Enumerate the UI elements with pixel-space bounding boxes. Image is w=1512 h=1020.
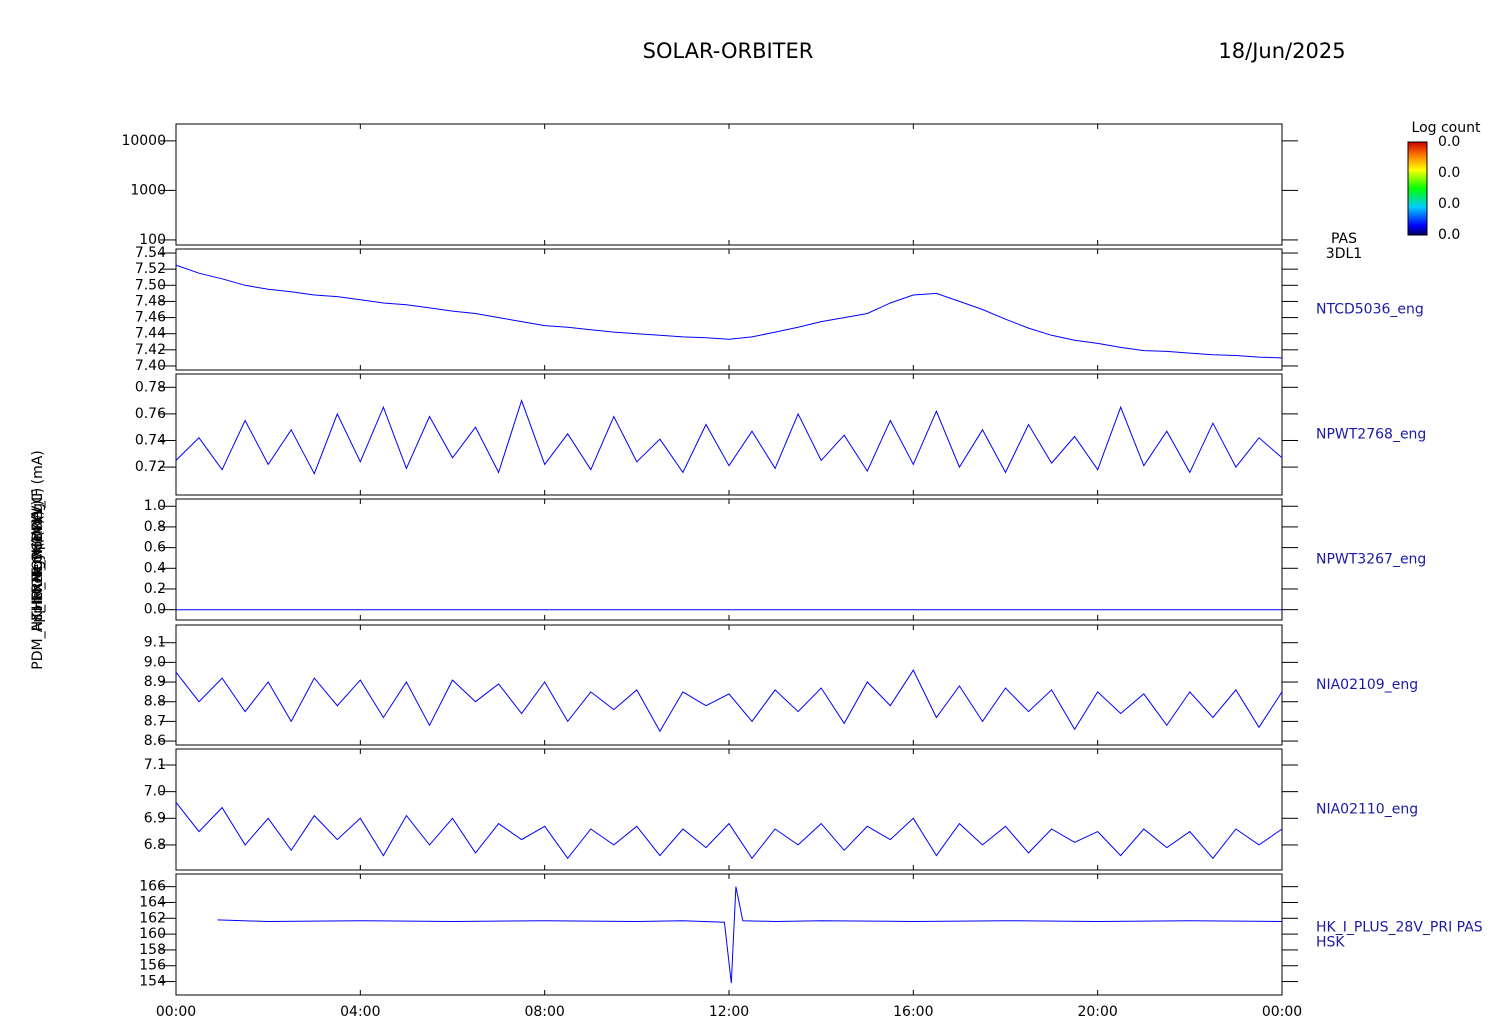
- panel-frame: [175, 248, 1283, 371]
- y-tick-label: 0.6: [144, 540, 166, 556]
- panel-frame: [175, 624, 1283, 746]
- panel-frame: [175, 373, 1283, 496]
- y-tick-label: 100: [139, 232, 166, 248]
- panel-label: NPWT3267_eng: [1316, 552, 1426, 568]
- y-tick-label: 7.54: [135, 245, 166, 261]
- y-tick-label: 162: [139, 910, 166, 926]
- y-tick-label: 1.0: [144, 498, 166, 514]
- x-tick-label: 08:00: [524, 1004, 564, 1020]
- y-tick-label: 7.40: [135, 358, 166, 374]
- y-tick-label: 10000: [121, 133, 166, 149]
- y-tick-label: 7.48: [135, 293, 166, 309]
- y-tick-label: 8.7: [144, 713, 166, 729]
- y-tick-label: 0.8: [144, 519, 166, 535]
- date: 18/Jun/2025: [1218, 39, 1345, 63]
- y-tick-label: 0.4: [144, 560, 166, 576]
- y-tick-label: 0.2: [144, 581, 166, 597]
- y-axis-label: Energy (eV): [30, 519, 46, 602]
- y-tick-label: 156: [139, 958, 166, 974]
- y-tick-label: 0.76: [135, 406, 166, 422]
- colorbar-label: 0.0: [1438, 227, 1460, 243]
- panel-label: NPWT2768_eng: [1316, 427, 1426, 443]
- panel-frame: [175, 748, 1283, 871]
- x-tick-label: 00:00: [1262, 1004, 1302, 1020]
- panel-frame: [175, 873, 1283, 996]
- y-axis-label: THERM_CH14 (V): [30, 500, 46, 621]
- y-tick-label: 1000: [130, 182, 166, 198]
- x-tick-label: 04:00: [340, 1004, 380, 1020]
- panel-label: HSK: [1316, 935, 1345, 951]
- y-tick-label: 160: [139, 926, 166, 942]
- y-tick-label: 7.0: [144, 784, 166, 800]
- y-axis-label: Approx Temp (DegC): [30, 488, 46, 632]
- y-tick-label: 0.78: [135, 379, 166, 395]
- y-tick-label: 164: [139, 894, 166, 910]
- y-tick-label: 7.46: [135, 310, 166, 326]
- panel-label: HK_I_PLUS_28V_PRI PAS: [1316, 920, 1483, 936]
- colorbar-label: 0.0: [1438, 134, 1460, 150]
- y-tick-label: 7.1: [144, 757, 166, 773]
- colorbar-label: 0.0: [1438, 196, 1460, 212]
- y-tick-label: 9.0: [144, 654, 166, 670]
- x-tick-label: 12:00: [709, 1004, 749, 1020]
- data-line: [175, 801, 1283, 860]
- y-tick-label: 8.9: [144, 674, 166, 690]
- y-tick-label: 7.50: [135, 277, 166, 293]
- title: SOLAR-ORBITER: [643, 39, 814, 63]
- y-tick-label: 8.8: [144, 694, 166, 710]
- y-axis-label: HR_MON (mV): [30, 510, 46, 609]
- y-tick-label: 7.52: [135, 261, 166, 277]
- data-line: [175, 264, 1283, 359]
- x-tick-label: 16:00: [893, 1004, 933, 1020]
- y-tick-label: 7.42: [135, 342, 166, 358]
- colorbar-label: 0.0: [1438, 165, 1460, 181]
- panel-label: PAS: [1331, 231, 1357, 247]
- panel-label: 3DL1: [1326, 246, 1362, 262]
- y-tick-label: 0.74: [135, 432, 166, 448]
- y-tick-label: 6.9: [144, 810, 166, 826]
- data-line: [217, 886, 1283, 984]
- x-tick-label: 00:00: [156, 1004, 196, 1020]
- data-line: [175, 399, 1283, 475]
- y-tick-label: 9.1: [144, 635, 166, 651]
- y-tick-label: 0.72: [135, 459, 166, 475]
- panel-frame: [175, 123, 1283, 246]
- panel-label: NIA02109_eng: [1316, 677, 1418, 693]
- panel-label: NIA02110_eng: [1316, 802, 1418, 818]
- colorbar-title: Log count: [1412, 120, 1481, 136]
- y-tick-label: 8.6: [144, 733, 166, 749]
- y-tick-label: 154: [139, 974, 166, 990]
- y-axis-label: PDM_HK_IMON_PCDRW_IF (mA): [30, 450, 46, 669]
- y-tick-label: 6.8: [144, 837, 166, 853]
- panel-frame: [175, 498, 1283, 621]
- y-tick-label: 158: [139, 942, 166, 958]
- y-tick-label: 7.44: [135, 326, 166, 342]
- x-tick-label: 20:00: [1077, 1004, 1117, 1020]
- panel-label: NTCD5036_eng: [1316, 302, 1424, 318]
- data-line: [175, 669, 1283, 733]
- y-tick-label: 166: [139, 879, 166, 895]
- colorbar: [1407, 141, 1428, 236]
- y-tick-label: 0.0: [144, 602, 166, 618]
